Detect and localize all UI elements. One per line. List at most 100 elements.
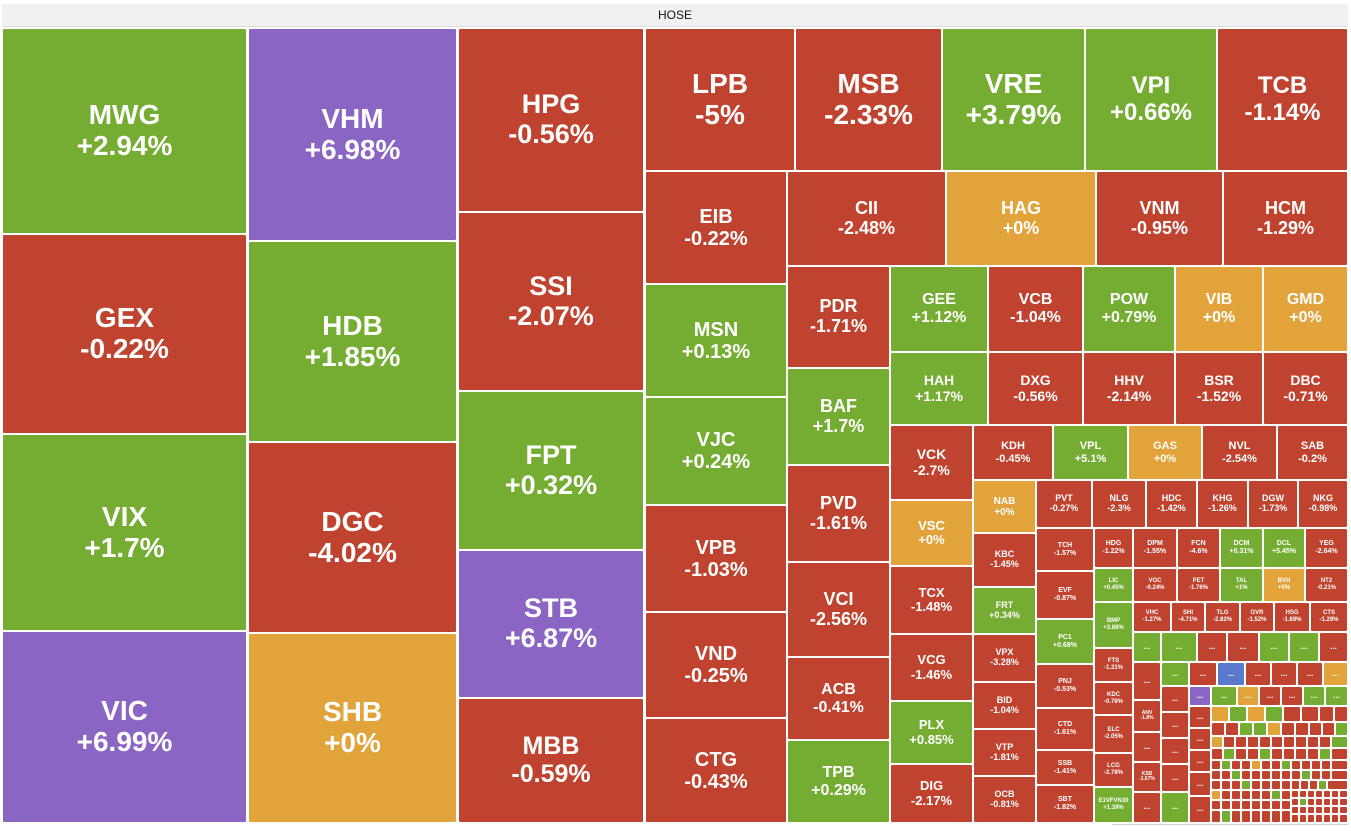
mini-tile[interactable] — [1221, 810, 1231, 823]
mini-tile[interactable] — [1281, 760, 1291, 770]
mini-tile[interactable] — [1271, 790, 1281, 800]
tile-pdr[interactable]: PDR -1.71% — [787, 266, 890, 368]
mini-tile[interactable]: ... — [1237, 686, 1259, 706]
tile-nvl[interactable]: NVL -2.54% — [1202, 425, 1277, 480]
mini-tile[interactable]: ... — [1245, 662, 1271, 686]
tile-hcm[interactable]: HCM -1.29% — [1223, 171, 1348, 266]
mini-tile[interactable] — [1301, 760, 1311, 770]
mini-tile[interactable]: ... — [1189, 728, 1211, 750]
mini-tile[interactable] — [1253, 722, 1267, 736]
mini-tile[interactable] — [1315, 798, 1323, 806]
mini-tile[interactable] — [1319, 736, 1331, 748]
tile-tch[interactable]: TCH -1.57% — [1036, 528, 1094, 571]
tile-plx[interactable]: PLX +0.85% — [890, 701, 973, 764]
tile-fpt[interactable]: FPT +0.32% — [458, 391, 644, 550]
mini-tile[interactable]: ... — [1189, 686, 1211, 706]
mini-tile[interactable] — [1299, 814, 1307, 823]
tile-vpl[interactable]: VPL +5.1% — [1053, 425, 1128, 480]
mini-tile[interactable] — [1261, 790, 1271, 800]
mini-tile[interactable] — [1295, 722, 1309, 736]
mini-tile[interactable]: ... — [1289, 632, 1319, 662]
mini-tile[interactable] — [1247, 706, 1265, 722]
mini-tile[interactable] — [1239, 722, 1253, 736]
mini-tile[interactable] — [1211, 810, 1221, 823]
mini-tile[interactable] — [1307, 806, 1315, 814]
mini-tile[interactable] — [1231, 800, 1241, 810]
tile-bvh[interactable]: BVH +0% — [1263, 568, 1305, 602]
mini-tile[interactable]: ... — [1227, 632, 1259, 662]
mini-tile[interactable] — [1211, 736, 1223, 748]
tile-acb[interactable]: ACB -0.41% — [787, 657, 890, 740]
tile-nkg[interactable]: NKG -0.98% — [1298, 480, 1348, 528]
tile-nab[interactable]: NAB +0% — [973, 480, 1036, 533]
tile-hhv[interactable]: HHV -2.14% — [1083, 352, 1175, 425]
tile-gvr[interactable]: GVR -1.52% — [1240, 602, 1274, 632]
mini-tile[interactable] — [1221, 790, 1231, 800]
tile-pc1[interactable]: PC1 +0.68% — [1036, 619, 1094, 664]
mini-tile[interactable] — [1295, 748, 1307, 760]
mini-tile[interactable] — [1311, 760, 1321, 770]
mini-tile[interactable]: ... — [1161, 792, 1189, 823]
tile-vjc[interactable]: VJC +0.24% — [645, 397, 787, 505]
mini-tile[interactable] — [1241, 780, 1251, 790]
mini-tile[interactable] — [1323, 806, 1331, 814]
mini-tile[interactable] — [1261, 800, 1271, 810]
tile-vgc[interactable]: VGC -0.24% — [1133, 568, 1177, 602]
mini-tile[interactable] — [1221, 770, 1231, 780]
tile-lcg[interactable]: LCG -2.78% — [1094, 753, 1133, 787]
mini-tile[interactable] — [1334, 706, 1348, 722]
mini-tile[interactable]: ... — [1161, 632, 1197, 662]
mini-tile[interactable] — [1259, 736, 1271, 748]
tile-vpi[interactable]: VPI +0.66% — [1085, 28, 1217, 171]
tile-e1vfvn30[interactable]: E1VFVN30 +1.39% — [1094, 787, 1133, 823]
tile-hdg[interactable]: HDG -1.22% — [1094, 528, 1133, 568]
tile-fcn[interactable]: FCN -4.6% — [1177, 528, 1220, 568]
mini-tile[interactable] — [1299, 798, 1307, 806]
mini-tile[interactable] — [1321, 770, 1331, 780]
tile-hsg[interactable]: HSG -1.69% — [1274, 602, 1310, 632]
mini-tile[interactable] — [1323, 790, 1331, 798]
tile-dxg[interactable]: DXG -0.56% — [988, 352, 1083, 425]
mini-tile[interactable] — [1261, 760, 1271, 770]
tile-vic[interactable]: VIC +6.99% — [2, 631, 247, 823]
tile-shi[interactable]: SHI -4.71% — [1171, 602, 1205, 632]
mini-tile[interactable] — [1309, 780, 1318, 790]
mini-tile[interactable]: ... — [1133, 732, 1161, 762]
mini-tile[interactable] — [1267, 722, 1281, 736]
tile-kdh[interactable]: KDH -0.45% — [973, 425, 1053, 480]
tile-dig[interactable]: DIG -2.17% — [890, 764, 973, 823]
mini-tile[interactable]: ... — [1133, 792, 1161, 823]
tile-frt[interactable]: FRT +0.34% — [973, 587, 1036, 634]
tile-dcl[interactable]: DCL +5.45% — [1263, 528, 1305, 568]
mini-tile[interactable] — [1323, 798, 1331, 806]
mini-tile[interactable] — [1291, 790, 1299, 798]
mini-tile[interactable] — [1339, 798, 1348, 806]
tile-bsr[interactable]: BSR -1.52% — [1175, 352, 1263, 425]
tile-vcb[interactable]: VCB -1.04% — [988, 266, 1083, 352]
tile-dgc[interactable]: DGC -4.02% — [248, 442, 457, 633]
mini-tile[interactable]: ... — [1189, 772, 1211, 796]
tile-msn[interactable]: MSN +0.13% — [645, 284, 787, 397]
tile-hdc[interactable]: HDC -1.42% — [1146, 480, 1197, 528]
mini-tile[interactable]: ... — [1325, 686, 1348, 706]
tile-bid[interactable]: BID -1.04% — [973, 682, 1036, 729]
mini-tile[interactable] — [1241, 790, 1251, 800]
mini-tile[interactable] — [1231, 780, 1241, 790]
mini-tile[interactable] — [1225, 722, 1239, 736]
tile-fts[interactable]: FTS -1.31% — [1094, 648, 1133, 682]
mini-tile[interactable] — [1331, 798, 1339, 806]
mini-tile[interactable] — [1307, 790, 1315, 798]
mini-tile[interactable] — [1307, 798, 1315, 806]
mini-tile[interactable]: ... — [1133, 662, 1161, 700]
mini-tile[interactable] — [1309, 722, 1322, 736]
tile-pvd[interactable]: PVD -1.61% — [787, 465, 890, 562]
mini-tile[interactable] — [1281, 780, 1291, 790]
mini-tile[interactable] — [1291, 798, 1299, 806]
mini-tile[interactable] — [1299, 790, 1307, 798]
mini-tile[interactable] — [1321, 760, 1331, 770]
tile-vpx[interactable]: VPX -3.28% — [973, 634, 1036, 682]
mini-tile[interactable]: ... — [1189, 706, 1211, 728]
mini-tile[interactable]: ... — [1189, 750, 1211, 772]
mini-tile[interactable] — [1223, 736, 1235, 748]
mini-tile[interactable] — [1291, 806, 1299, 814]
